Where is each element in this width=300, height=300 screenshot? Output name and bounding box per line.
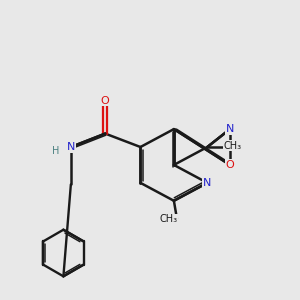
Text: O: O (101, 96, 110, 106)
Text: N: N (226, 124, 234, 134)
Text: CH₃: CH₃ (224, 140, 242, 151)
Text: CH₃: CH₃ (160, 214, 178, 224)
Text: H: H (52, 146, 60, 157)
Text: N: N (67, 142, 75, 152)
Text: O: O (226, 160, 234, 170)
Text: N: N (203, 178, 212, 188)
